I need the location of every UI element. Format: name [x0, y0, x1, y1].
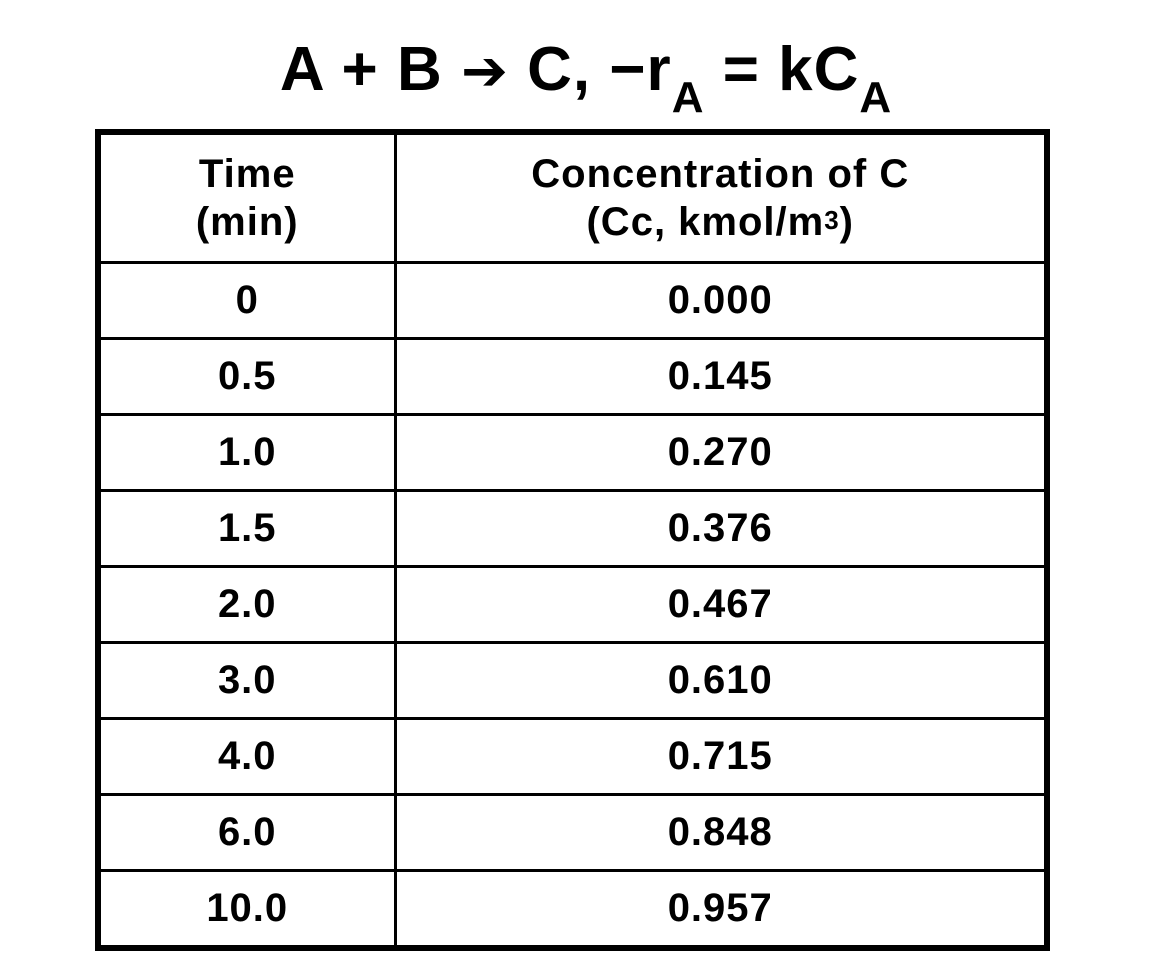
title-rate-law: = kC [722, 35, 860, 104]
conc-header-close: ) [839, 200, 854, 244]
time-cell: 0 [96, 261, 397, 340]
conc-header-unit: (Cc, kmol/m [586, 200, 825, 244]
time-column-header: Time (min) [96, 130, 397, 264]
time-cell: 0.5 [96, 337, 397, 416]
table-body: 0 0.000 0.5 0.145 1.0 0.270 1.5 0.376 2.… [96, 261, 1049, 950]
conc-cell: 0.376 [393, 489, 1049, 568]
conc-cell: 0.270 [393, 413, 1049, 492]
page-title: A + B ➔ C, −rA = kCA [0, 30, 1172, 120]
conc-header-line2: (Cc, kmol/m3) [397, 198, 1045, 246]
time-cell: 1.0 [96, 413, 397, 492]
concentration-column-header: Concentration of C (Cc, kmol/m3) [393, 130, 1049, 264]
reaction-arrow-icon: ➔ [460, 39, 509, 104]
table-row: 2.0 0.467 [96, 565, 1049, 644]
table-row: 4.0 0.715 [96, 717, 1049, 796]
time-cell: 2.0 [96, 565, 397, 644]
conc-cell: 0.000 [393, 261, 1049, 340]
time-cell: 1.5 [96, 489, 397, 568]
table-row: 6.0 0.848 [96, 793, 1049, 872]
title-conc-subscript: A [859, 73, 893, 122]
title-product: C, [527, 35, 592, 104]
time-cell: 10.0 [96, 869, 397, 950]
conc-cell: 0.467 [393, 565, 1049, 644]
table-row: 0 0.000 [96, 261, 1049, 340]
time-header-line2: (min) [195, 200, 299, 244]
conc-cell: 0.610 [393, 641, 1049, 720]
conc-cell: 0.145 [393, 337, 1049, 416]
conc-header-exponent: 3 [824, 205, 840, 235]
table-row: 1.0 0.270 [96, 413, 1049, 492]
table-row: 3.0 0.610 [96, 641, 1049, 720]
table-row: 0.5 0.145 [96, 337, 1049, 416]
conc-cell: 0.848 [393, 793, 1049, 872]
table-row: 1.5 0.376 [96, 489, 1049, 568]
time-cell: 3.0 [96, 641, 397, 720]
conc-header-line1: Concentration of C [531, 152, 910, 196]
conc-cell: 0.715 [393, 717, 1049, 796]
time-cell: 6.0 [96, 793, 397, 872]
title-reactants: A + B [279, 35, 443, 104]
table-header-row: Time (min) Concentration of C (Cc, kmol/… [96, 130, 1049, 264]
time-cell: 4.0 [96, 717, 397, 796]
table-row: 10.0 0.957 [96, 869, 1049, 950]
title-rate-subscript: A [671, 73, 705, 122]
title-rate: −r [609, 35, 672, 104]
time-header-line1: Time [198, 152, 296, 196]
concentration-table: Time (min) Concentration of C (Cc, kmol/… [95, 129, 1050, 951]
conc-cell: 0.957 [393, 869, 1049, 950]
